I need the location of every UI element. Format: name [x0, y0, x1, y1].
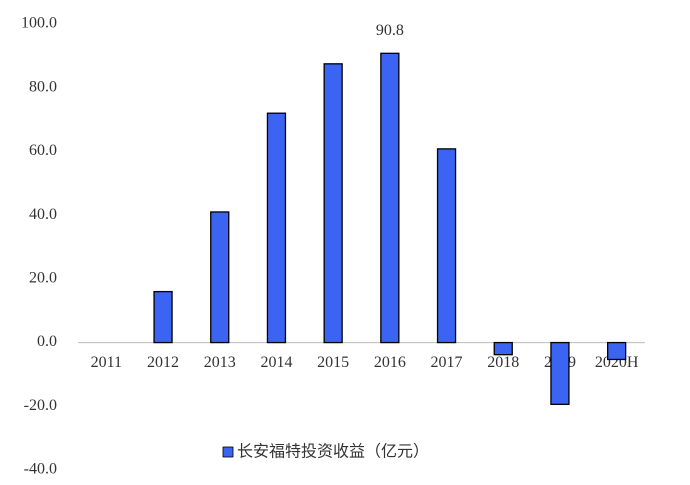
y-tick-label: 80.0: [29, 78, 57, 95]
x-tick-label: 2014: [260, 354, 292, 371]
x-tick-label: 2020H: [595, 354, 639, 371]
x-tick-label: 2018: [487, 354, 519, 371]
y-tick-label: -20.0: [24, 397, 57, 414]
bar: [550, 341, 570, 406]
bar: [266, 112, 287, 344]
bar: [607, 341, 627, 361]
x-tick-label: 2013: [204, 354, 236, 371]
bar: [210, 211, 230, 344]
bar: [323, 63, 343, 344]
x-tick-label: 2016: [374, 354, 406, 371]
data-label: 90.8: [376, 22, 404, 39]
bar: [153, 290, 173, 344]
y-tick-label: 20.0: [29, 270, 57, 287]
x-tick-label: 2017: [431, 354, 463, 371]
bar: [380, 52, 400, 344]
legend-swatch: [222, 446, 234, 458]
y-tick-label: 0.0: [37, 333, 57, 350]
bar: [436, 148, 457, 344]
bar: [493, 341, 513, 356]
x-tick-label: 2012: [147, 354, 179, 371]
y-tick-label: 100.0: [21, 15, 57, 32]
y-tick-label: 60.0: [29, 142, 57, 159]
x-tick-label: 2011: [91, 354, 122, 371]
legend-label: 长安福特投资收益（亿元）: [237, 443, 429, 461]
y-tick-label: -40.0: [24, 461, 57, 478]
x-tick-label: 2015: [317, 354, 349, 371]
y-tick-label: 40.0: [29, 206, 57, 223]
